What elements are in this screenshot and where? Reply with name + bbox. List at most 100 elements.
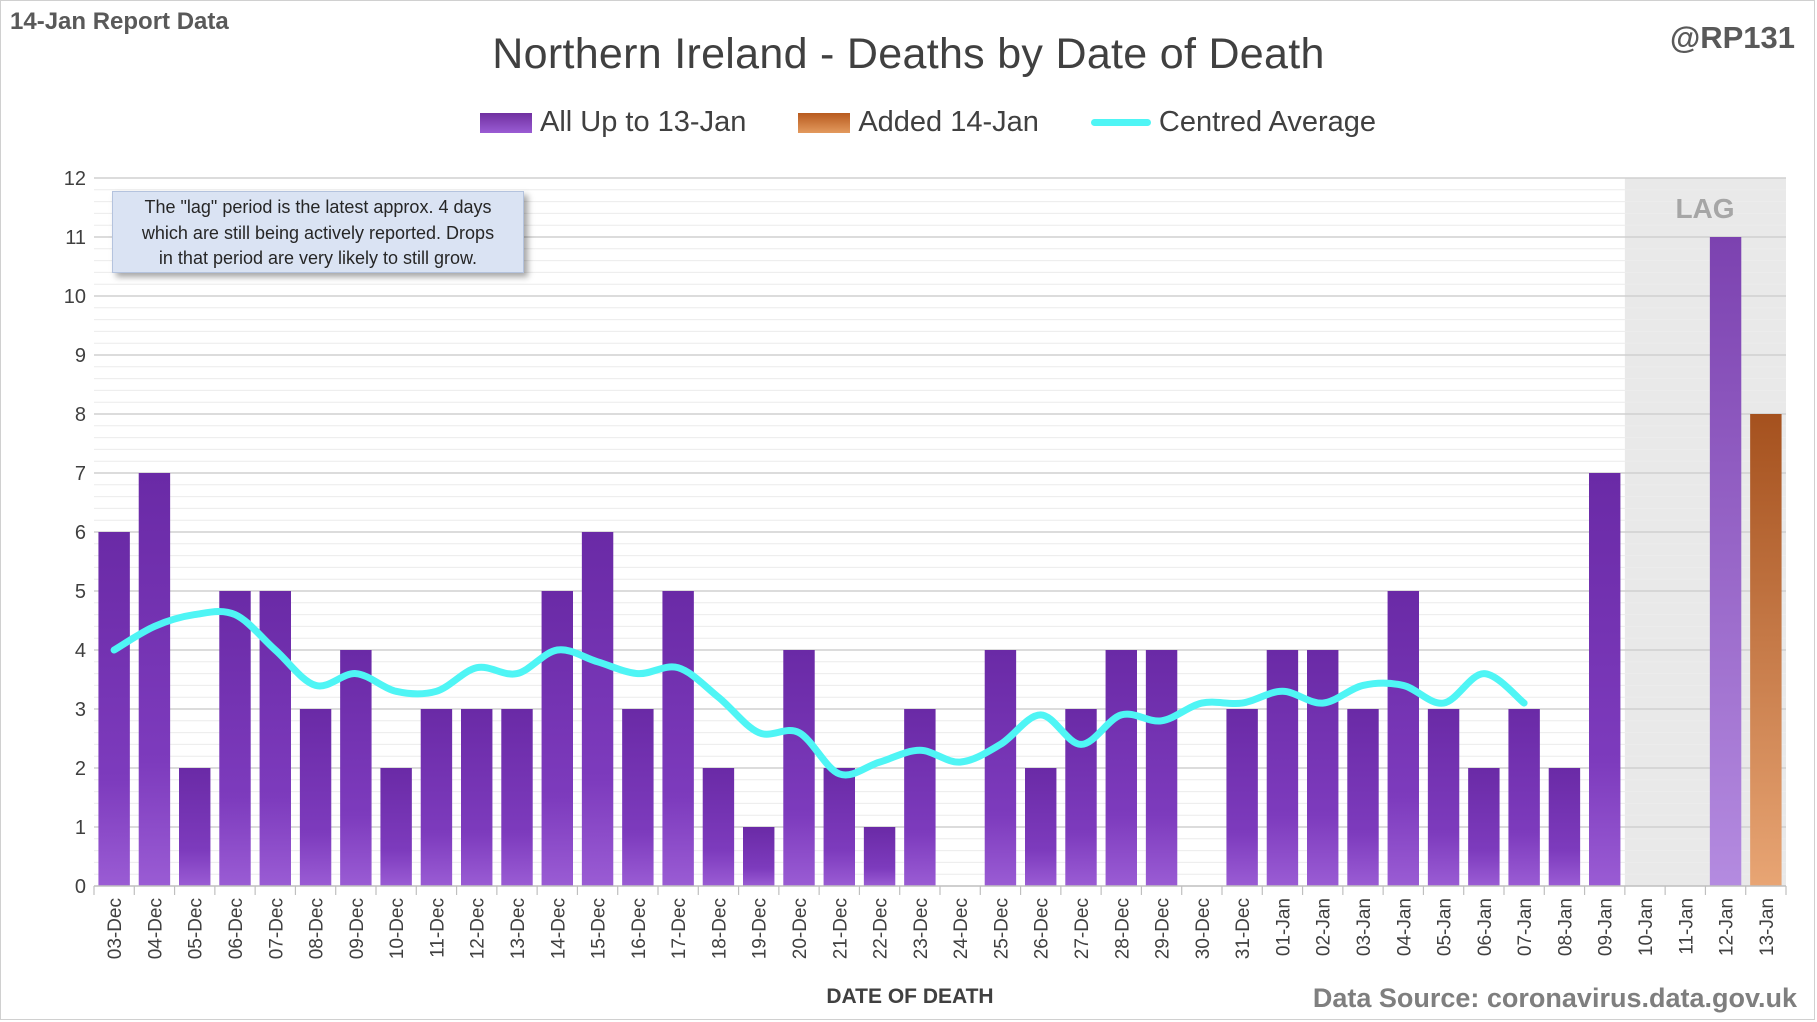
x-tick-label: 29-Dec (1153, 898, 1174, 959)
bars-layer (98, 237, 1782, 886)
centred-average-line (110, 607, 1528, 779)
x-tick-label: 25-Dec (991, 898, 1012, 959)
bar-added-14-jan (1750, 414, 1782, 886)
x-tick-label: 18-Dec (709, 898, 730, 959)
bar-all-up-to-13-jan (1105, 650, 1137, 886)
x-tick-label: 20-Dec (790, 898, 811, 959)
chart-legend: All Up to 13-Jan Added 14-Jan Centred Av… (480, 106, 1376, 139)
bar-all-up-to-13-jan (219, 591, 251, 886)
bar-all-up-to-13-jan (622, 709, 654, 886)
note-line: The "lag" period is the latest approx. 4… (144, 197, 492, 217)
y-tick-label: 2 (75, 758, 86, 780)
bar-all-up-to-13-jan (581, 532, 614, 886)
bar-all-up-to-13-jan (1307, 650, 1339, 886)
bar-all-up-to-13-jan (702, 768, 735, 886)
bar-all-up-to-13-jan (743, 827, 775, 886)
bar-all-up-to-13-jan (1468, 768, 1500, 886)
x-tick-label: 17-Dec (669, 898, 690, 959)
x-tick-label: 30-Dec (1193, 898, 1214, 959)
lag-label: LAG (1675, 193, 1735, 224)
x-tick-label: 12-Jan (1717, 898, 1738, 956)
bar-all-up-to-13-jan (984, 650, 1017, 886)
x-tick-label: 07-Dec (266, 898, 287, 959)
x-tick-label: 05-Dec (186, 898, 207, 959)
x-tick-label: 04-Jan (1394, 898, 1415, 956)
x-tick-label: 22-Dec (871, 898, 892, 959)
bar-all-up-to-13-jan (340, 650, 372, 886)
x-tick-label: 31-Dec (1233, 898, 1254, 959)
bar-all-up-to-13-jan (1025, 768, 1057, 886)
x-tick-label: 23-Dec (911, 898, 932, 959)
x-tick-label: 14-Dec (548, 898, 569, 959)
author-handle: @RP131 (1669, 20, 1795, 55)
x-tick-label: 08-Jan (1555, 898, 1576, 956)
x-tick-label: 28-Dec (1112, 898, 1133, 959)
bar-all-up-to-13-jan (541, 591, 573, 886)
bar-all-up-to-13-jan (380, 768, 412, 886)
bar-all-up-to-13-jan (299, 709, 332, 886)
x-tick-label: 05-Jan (1435, 898, 1456, 956)
legend-swatch-purple (480, 112, 532, 133)
x-tick-label: 21-Dec (830, 898, 851, 959)
x-tick-label: 10-Jan (1636, 898, 1657, 956)
y-tick-label: 12 (64, 168, 86, 190)
report-date-label: 14-Jan Report Data (10, 8, 229, 35)
legend-swatch-cyan-line (1090, 119, 1151, 126)
bar-all-up-to-13-jan (1226, 709, 1258, 886)
y-tick-label: 9 (75, 345, 86, 367)
y-tick-label: 8 (75, 404, 86, 426)
x-tick-label: 01-Jan (1273, 898, 1294, 956)
y-tick-label: 3 (75, 699, 86, 721)
x-tick-label: 07-Jan (1515, 898, 1536, 956)
x-tick-label: 12-Dec (468, 898, 489, 959)
bar-all-up-to-13-jan (1548, 768, 1581, 886)
bar-all-up-to-13-jan (138, 473, 171, 886)
x-tick-label: 13-Jan (1757, 898, 1778, 956)
average-line-layer (110, 607, 1528, 779)
bar-all-up-to-13-jan (1427, 709, 1460, 886)
bar-all-up-to-13-jan (98, 532, 130, 886)
x-tick-label: 16-Dec (629, 898, 650, 959)
bar-all-up-to-13-jan (863, 827, 896, 886)
bar-all-up-to-13-jan (179, 768, 211, 886)
x-tick-label: 24-Dec (951, 898, 972, 959)
x-tick-label: 27-Dec (1072, 898, 1093, 959)
legend-label: All Up to 13-Jan (540, 106, 747, 138)
y-tick-label: 11 (65, 227, 86, 249)
x-tick-label: 11-Jan (1676, 898, 1697, 955)
bar-all-up-to-13-jan (1508, 709, 1540, 886)
x-tick-label: 09-Dec (347, 898, 368, 959)
legend-item-all-up-to-13-jan: All Up to 13-Jan (480, 106, 746, 139)
x-tick-label: 13-Dec (508, 898, 529, 959)
x-tick-label: 26-Dec (1032, 898, 1053, 959)
note-line: which are still being actively reported.… (141, 222, 495, 243)
bar-all-up-to-13-jan (1347, 709, 1379, 886)
x-tick-label: 02-Jan (1314, 898, 1335, 956)
x-tick-label: 06-Jan (1475, 898, 1496, 956)
bar-all-up-to-13-jan (823, 768, 855, 886)
legend-label: Added 14-Jan (858, 106, 1039, 138)
x-tick-label: 06-Dec (226, 898, 247, 959)
legend-item-centred-average: Centred Average (1090, 106, 1376, 139)
bar-all-up-to-13-jan (420, 709, 453, 886)
x-tick-label: 04-Dec (145, 898, 166, 959)
y-tick-label: 10 (64, 286, 86, 308)
bar-all-up-to-13-jan (1589, 473, 1621, 886)
x-tick-label: 09-Jan (1596, 898, 1617, 956)
x-tick-label: 10-Dec (387, 898, 408, 959)
bar-all-up-to-13-jan (461, 709, 493, 886)
x-tick-label: 11-Dec (427, 898, 448, 958)
data-source: Data Source: coronavirus.data.gov.uk (1312, 983, 1797, 1013)
note-line: in that period are very likely to still … (158, 248, 478, 268)
x-tick-label: 08-Dec (307, 898, 328, 959)
x-tick-label: 19-Dec (750, 898, 771, 959)
bar-all-up-to-13-jan (1387, 591, 1419, 886)
bar-all-up-to-13-jan (662, 591, 694, 886)
y-tick-label: 0 (75, 876, 86, 898)
bar-all-up-to-13-jan (904, 709, 936, 886)
y-tick-label: 6 (75, 522, 86, 544)
y-tick-label: 1 (75, 817, 86, 839)
y-tick-label: 7 (75, 463, 86, 485)
